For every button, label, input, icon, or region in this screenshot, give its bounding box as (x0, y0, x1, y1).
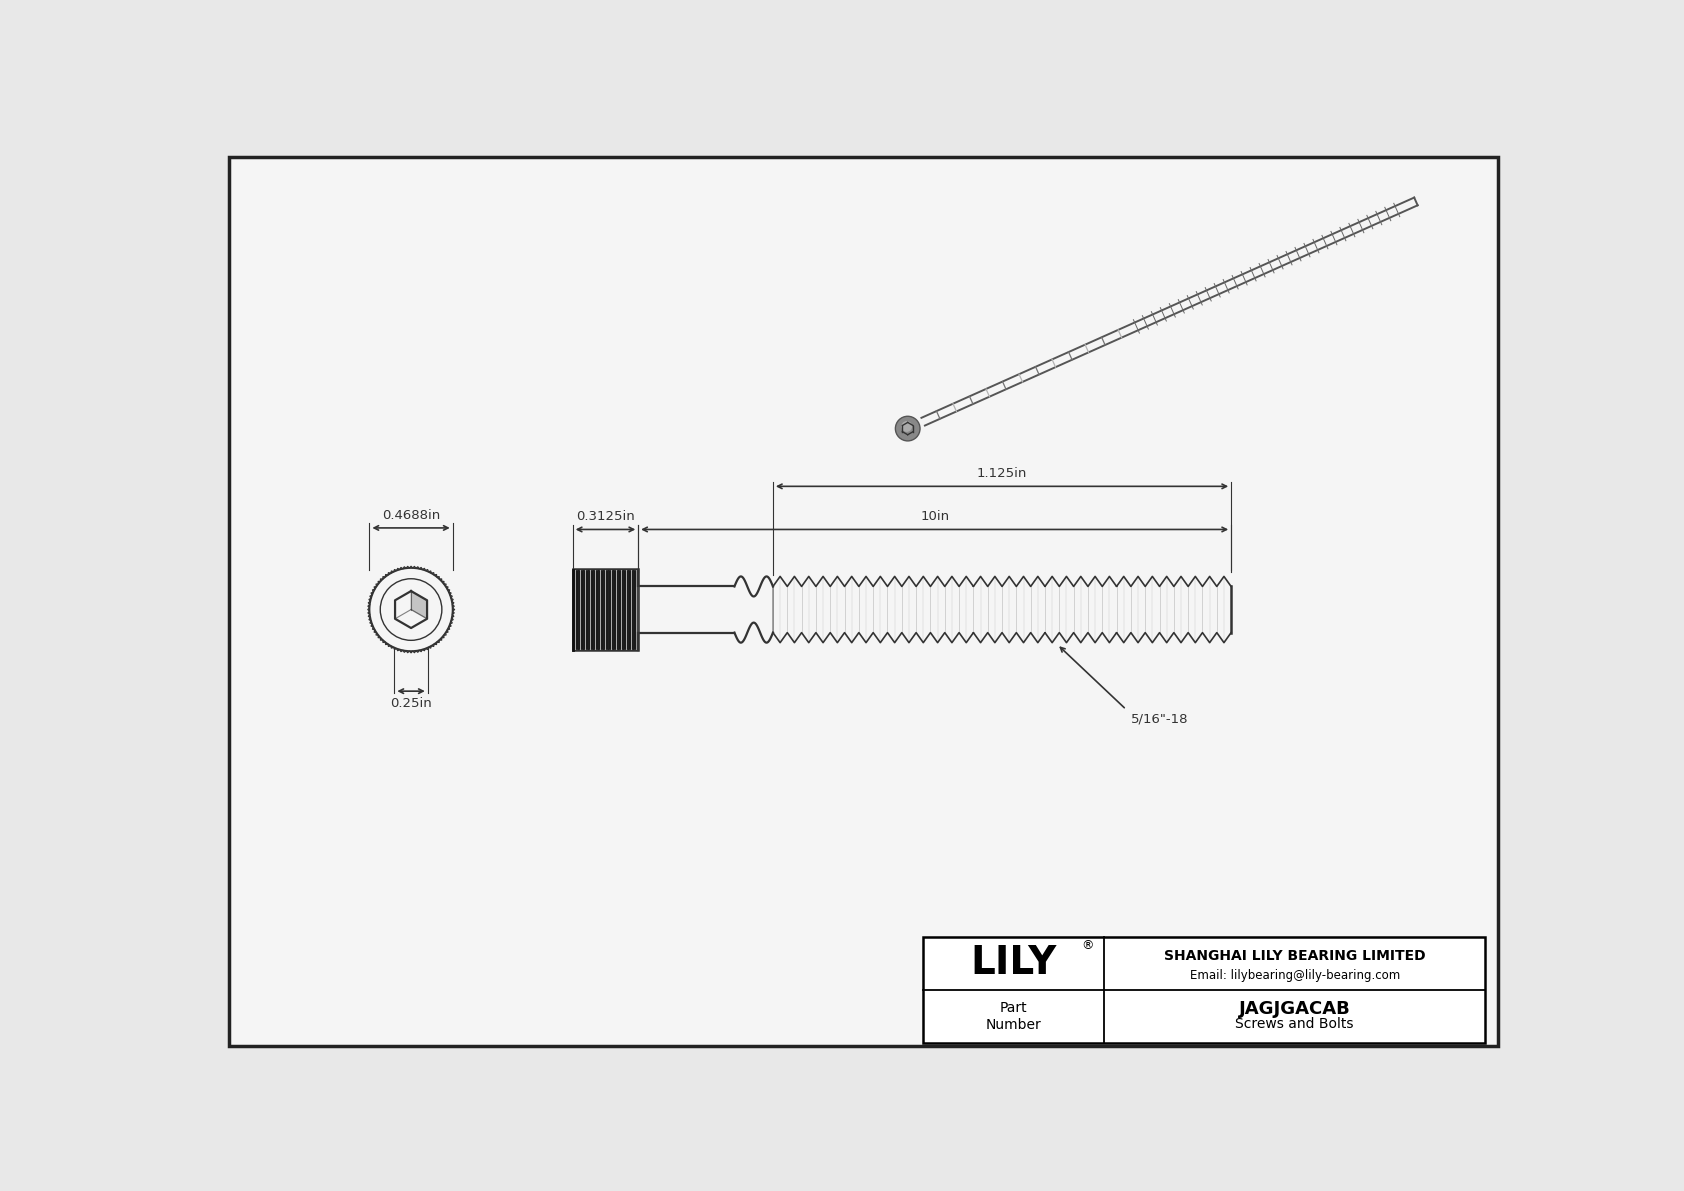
Text: Part
Number: Part Number (985, 1002, 1041, 1031)
Text: 1.125in: 1.125in (977, 467, 1027, 480)
Text: 0.3125in: 0.3125in (576, 510, 635, 523)
Circle shape (896, 417, 919, 441)
FancyBboxPatch shape (229, 157, 1497, 1046)
Text: Screws and Bolts: Screws and Bolts (1236, 1017, 1354, 1031)
Text: LILY: LILY (970, 944, 1058, 983)
Text: 0.4688in: 0.4688in (382, 509, 440, 522)
Text: 5/16"-18: 5/16"-18 (1132, 712, 1189, 725)
Text: JAGJGACAB: JAGJGACAB (1239, 999, 1351, 1017)
Bar (923, 937, 1485, 1043)
Text: Email: lilybearing@lily-bearing.com: Email: lilybearing@lily-bearing.com (1189, 968, 1399, 981)
Bar (573, 569, 638, 649)
Circle shape (901, 422, 913, 432)
Text: SHANGHAI LILY BEARING LIMITED: SHANGHAI LILY BEARING LIMITED (1164, 949, 1425, 962)
Text: 10in: 10in (919, 510, 950, 523)
Polygon shape (411, 591, 428, 619)
Text: ®: ® (1081, 940, 1093, 952)
Text: 0.25in: 0.25in (391, 697, 431, 710)
